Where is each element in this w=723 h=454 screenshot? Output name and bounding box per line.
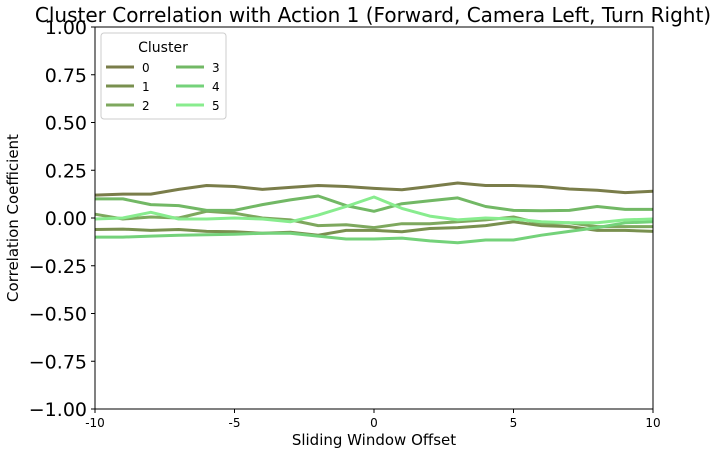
x-axis: -10 -5 0 5 10 (85, 409, 661, 430)
legend-box (100, 32, 227, 120)
x-tick-label: -10 (85, 416, 105, 430)
x-axis-label: Sliding Window Offset (292, 431, 456, 449)
legend-label-2: 2 (142, 99, 150, 113)
x-tick-label: 5 (510, 416, 518, 430)
legend-label-0: 0 (142, 61, 150, 75)
legend-title: Cluster (138, 40, 188, 56)
y-tick-label: 0.75 (45, 65, 87, 87)
x-tick-label: 0 (370, 416, 378, 430)
series-line-4 (95, 220, 654, 245)
y-axis: −1.00 −0.75 −0.50 −0.25 0.00 0.25 0.50 0.75 1.00 (29, 17, 95, 421)
y-tick-label: −1.00 (29, 399, 87, 421)
series-line-5 (94, 195, 654, 225)
legend-label-5: 5 (212, 99, 220, 113)
y-tick-label: −0.75 (29, 351, 87, 373)
x-tick-label: -5 (229, 416, 241, 430)
y-tick-label: 0.25 (45, 160, 87, 182)
y-tick-label: 1.00 (45, 17, 87, 39)
y-tick-label: −0.25 (29, 256, 87, 278)
legend-label-3: 3 (212, 61, 220, 75)
x-tick-label: 10 (645, 416, 660, 430)
y-tick-label: −0.50 (29, 304, 87, 326)
chart-title: Cluster Correlation with Action 1 (Forwa… (35, 3, 711, 27)
plot-lines (94, 181, 654, 245)
y-axis-label: Correlation Coefficient (4, 134, 22, 302)
series-line-3 (95, 194, 653, 213)
y-tick-label: 0.00 (45, 208, 87, 230)
legend-label-4: 4 (212, 80, 220, 94)
legend: Cluster 0 1 2 3 4 5 (100, 32, 227, 120)
series-line-0 (94, 181, 654, 197)
y-tick-label: 0.50 (45, 113, 87, 135)
series-line-1 (94, 220, 654, 237)
legend-label-1: 1 (142, 80, 150, 94)
